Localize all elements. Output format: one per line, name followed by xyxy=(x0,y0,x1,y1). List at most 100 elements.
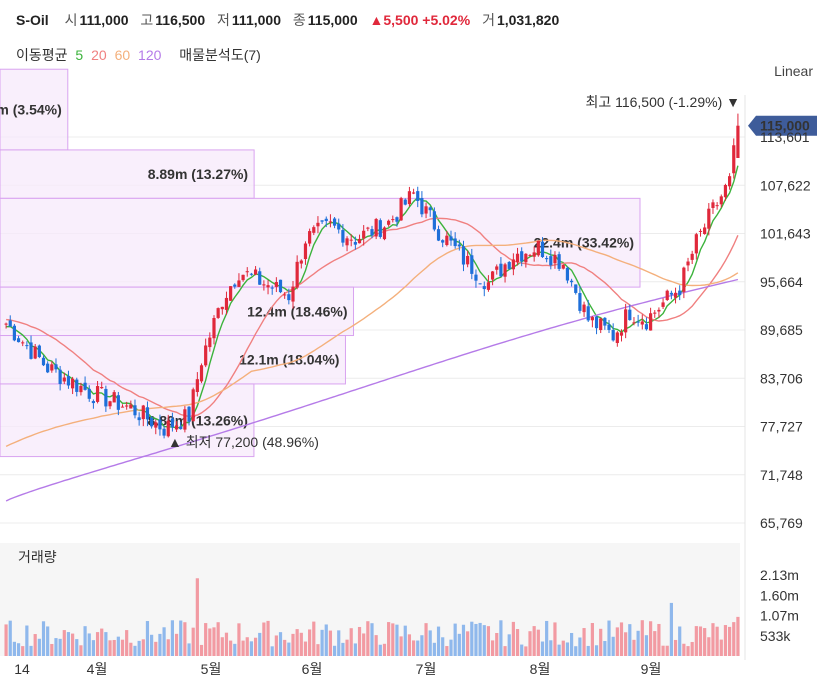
candle-body xyxy=(262,284,266,286)
candle-body xyxy=(337,223,341,230)
candle-body xyxy=(316,222,320,227)
price-axis: 113,601 107,622 101,643 95,664 89,685 83,706 7… xyxy=(760,129,811,531)
volume-bar xyxy=(428,630,432,656)
volume-bar xyxy=(332,645,337,656)
candle-body xyxy=(170,418,175,428)
candle-body xyxy=(499,263,503,277)
volume-bar xyxy=(129,642,133,656)
candle-body xyxy=(357,238,362,244)
candle-body xyxy=(183,409,187,430)
volume-bar xyxy=(208,628,212,656)
candle-body xyxy=(104,388,108,407)
candle-body xyxy=(661,302,665,307)
candle-body xyxy=(158,419,162,430)
volume-bar xyxy=(707,637,711,656)
candle-body xyxy=(416,191,420,202)
close-value: 115,000 xyxy=(307,12,358,28)
candle-body xyxy=(395,217,399,222)
volume-bar xyxy=(187,643,191,656)
candle-body xyxy=(245,271,249,273)
ma60-legend[interactable]: 60 xyxy=(114,47,131,63)
volume-bar xyxy=(75,639,79,656)
candle-body xyxy=(495,266,499,270)
volume-bar xyxy=(166,639,170,656)
candle-body xyxy=(79,385,83,393)
volume-bar xyxy=(71,633,75,656)
ma5-legend[interactable]: 5 xyxy=(75,47,84,63)
price-tick-label: 101,643 xyxy=(760,226,811,242)
candle-body xyxy=(561,264,565,269)
candle-body xyxy=(366,227,370,229)
volume-bar xyxy=(233,643,237,656)
candle-body xyxy=(112,392,116,403)
candle-body xyxy=(411,192,416,194)
volume-bar xyxy=(636,630,640,656)
volume-bar xyxy=(607,620,611,656)
volume-profile-legend[interactable]: 매물분석도(7) xyxy=(179,47,261,63)
candle-body xyxy=(87,388,91,399)
open-value: 111,000 xyxy=(79,12,129,28)
volume-bar xyxy=(100,628,104,656)
ma120-legend[interactable]: 120 xyxy=(138,47,162,63)
candle-body xyxy=(212,317,216,339)
volume-bar xyxy=(711,623,715,656)
candle-body xyxy=(490,271,495,280)
volume-bar xyxy=(474,623,478,656)
candle-body xyxy=(199,365,204,382)
candle-body xyxy=(137,417,141,421)
volume-bar xyxy=(357,626,362,656)
volume-profile-label: 12.1m (18.04%) xyxy=(239,352,339,368)
candle-body xyxy=(624,309,628,333)
volume-bar xyxy=(657,623,661,656)
volume-bar xyxy=(686,646,690,656)
volume-bar xyxy=(366,621,370,656)
volume-bar xyxy=(308,629,312,656)
candle-body xyxy=(95,386,100,402)
volume-bar xyxy=(291,633,295,656)
volume-bar xyxy=(453,623,457,656)
volume-title: 거래량 xyxy=(18,549,57,565)
candle-body xyxy=(578,293,582,311)
volume-bar xyxy=(353,643,357,656)
volume-bar xyxy=(95,632,100,656)
volume-bar xyxy=(303,641,308,656)
volume-bar xyxy=(694,626,698,656)
volume-bar xyxy=(507,634,511,656)
candle-body xyxy=(224,297,229,310)
volume-bar xyxy=(224,632,229,656)
candle-body xyxy=(703,227,707,235)
candle-body xyxy=(91,401,96,404)
volume-bar xyxy=(545,620,549,656)
candle-body xyxy=(698,230,703,232)
scale-mode-toggle[interactable]: Linear xyxy=(774,63,813,79)
volume-bar xyxy=(12,641,16,656)
low-label: 저 xyxy=(217,12,230,28)
volume-bar xyxy=(690,641,694,656)
candle-body xyxy=(150,417,154,427)
volume-bar xyxy=(58,638,62,656)
volume-bar xyxy=(337,630,341,656)
candle-body xyxy=(399,198,403,221)
candle-body xyxy=(665,290,669,300)
candle-body xyxy=(507,262,511,269)
candle-body xyxy=(424,206,428,214)
candle-body xyxy=(391,219,395,221)
candle-body xyxy=(403,199,407,205)
volume-tick-label: 1.07m xyxy=(760,607,799,623)
candle-body xyxy=(249,273,254,275)
high-annotation: 최고 116,500 (-1.29%) ▼ xyxy=(585,94,740,110)
volume-bar xyxy=(287,642,291,656)
volume-bar xyxy=(648,621,653,656)
ma60-line xyxy=(5,239,739,448)
volume-panel: 2.13m 1.60m 1.07m 533k xyxy=(0,543,799,656)
volume-bar xyxy=(407,634,412,656)
volume-bar xyxy=(698,626,703,656)
volume-bar xyxy=(482,625,486,656)
volume-bar xyxy=(461,624,466,656)
volume-bar xyxy=(158,633,162,656)
candle-body xyxy=(174,425,179,430)
high-label: 고 xyxy=(140,12,154,28)
ma20-legend[interactable]: 20 xyxy=(91,47,107,63)
candle-body xyxy=(378,220,382,237)
